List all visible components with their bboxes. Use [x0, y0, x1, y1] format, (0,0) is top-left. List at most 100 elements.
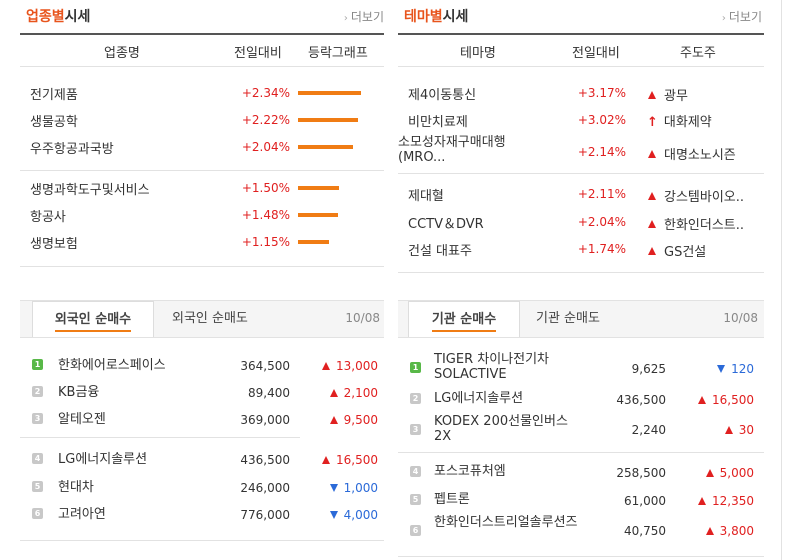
stock-price: 2,240	[631, 423, 666, 437]
table-row[interactable]: 1 TIGER 차이나전기차 SOLACTIVE 9,625 120	[398, 352, 764, 384]
stock-name[interactable]: 한화에어로스페이스	[58, 358, 166, 373]
triangle-down-icon	[329, 484, 338, 492]
theme-row[interactable]: 제대혈 +2.11% 강스템바이오..	[398, 181, 764, 207]
sector-bottom-line	[20, 266, 384, 267]
sector-change: +1.50%	[241, 181, 290, 195]
stock-name[interactable]: KB금융	[58, 385, 100, 400]
stock-price: 436,500	[240, 453, 290, 467]
table-row[interactable]: 3 KODEX 200선물인버스2X 2,240 30	[398, 413, 764, 445]
table-row[interactable]: 4 포스코퓨처엠 258,500 5,000	[398, 462, 764, 482]
theme-row[interactable]: 비만치료제 +3.02% ↑ 대화제약	[398, 107, 764, 133]
theme-header-lead: 주도주	[680, 46, 716, 61]
theme-name[interactable]: 건설 대표주	[408, 244, 472, 259]
stock-name[interactable]: 한화인더스트리얼솔루션즈	[434, 515, 578, 530]
theme-row[interactable]: 소모성자재구매대행(MRO... +2.14% 대명소노시즌	[398, 134, 764, 172]
stock-name[interactable]: 펩트론	[434, 492, 470, 507]
sector-header-bottom-line	[20, 66, 384, 67]
table-row[interactable]: 2 LG에너지솔루션 436,500 16,500	[398, 390, 764, 410]
rank-badge: 4	[410, 466, 421, 477]
stock-price: 89,400	[248, 386, 290, 400]
table-row[interactable]: 5 현대차 246,000 1,000	[20, 478, 384, 498]
triangle-up-icon	[322, 362, 330, 370]
theme-row[interactable]: 건설 대표주 +1.74% GS건설	[398, 236, 764, 262]
rank-badge: 2	[410, 393, 421, 404]
table-row[interactable]: 6 고려아연 776,000 4,000	[20, 505, 384, 525]
sector-row[interactable]: 우주항공과국방 +2.04%	[20, 134, 384, 160]
table-row[interactable]: 1 한화에어로스페이스 364,500 13,000	[20, 356, 384, 376]
theme-change: +3.02%	[577, 113, 626, 127]
sector-header-name: 업종명	[104, 46, 140, 61]
theme-header-top-line	[398, 33, 764, 35]
sector-title[interactable]: 업종별시세	[26, 9, 91, 25]
sector-name[interactable]: 생명보험	[30, 237, 78, 252]
theme-change: +2.14%	[577, 145, 626, 159]
stock-name[interactable]: 현대차	[58, 480, 94, 495]
theme-lead-stock[interactable]: ↑ 대화제약	[647, 115, 712, 130]
theme-lead-stock[interactable]: 한화인더스트..	[648, 214, 744, 233]
stock-name[interactable]: LG에너지솔루션	[434, 391, 524, 406]
sector-row[interactable]: 전기제품 +2.34%	[20, 80, 384, 106]
sector-name[interactable]: 전기제품	[30, 88, 78, 103]
theme-header-change: 전일대비	[572, 46, 620, 61]
theme-lead-stock[interactable]: 광무	[648, 85, 688, 104]
table-row[interactable]: 6 한화인더스트리얼솔루션즈 40,750 3,800	[398, 514, 764, 546]
sector-name[interactable]: 생명과학도구및서비스	[30, 183, 150, 198]
table-row[interactable]: 5 펩트론 61,000 12,350	[398, 490, 764, 510]
sector-row[interactable]: 생명과학도구및서비스 +1.50%	[20, 175, 384, 201]
tab-foreign-sell[interactable]: 외국인 순매도	[172, 311, 248, 326]
stock-change: 16,500	[684, 393, 754, 407]
theme-row[interactable]: CCTV＆DVR +2.04% 한화인더스트..	[398, 209, 764, 235]
stock-change: 120	[694, 362, 754, 376]
stock-price: 776,000	[240, 508, 290, 522]
tab-institution-buy[interactable]: 기관 순매수	[408, 301, 520, 338]
theme-bottom-line	[398, 272, 764, 273]
theme-header-name: 테마명	[460, 46, 496, 61]
sector-name[interactable]: 항공사	[30, 210, 66, 225]
stock-name[interactable]: 포스코퓨처엠	[434, 464, 506, 479]
sector-header-top-line	[20, 33, 384, 35]
theme-more-link[interactable]: › 더보기	[721, 10, 762, 24]
stock-name[interactable]: 알테오젠	[58, 412, 106, 427]
stock-price: 258,500	[616, 466, 666, 480]
chevron-right-icon: ›	[721, 13, 726, 24]
tab-institution-sell[interactable]: 기관 순매도	[536, 311, 600, 326]
theme-name[interactable]: CCTV＆DVR	[408, 217, 484, 232]
triangle-up-icon	[705, 469, 714, 477]
theme-lead-stock[interactable]: GS건설	[648, 241, 706, 260]
sector-header-change: 전일대비	[234, 46, 282, 61]
theme-name[interactable]: 소모성자재구매대행(MRO...	[398, 135, 506, 165]
theme-title[interactable]: 테마별시세	[404, 9, 469, 25]
theme-row[interactable]: 제4이동통신 +3.17% 광무	[398, 80, 764, 106]
table-row[interactable]: 4 LG에너지솔루션 436,500 16,500	[20, 450, 384, 470]
triangle-up-icon	[698, 497, 706, 505]
theme-lead-stock[interactable]: 대명소노시즌	[648, 144, 736, 163]
stock-name[interactable]: KODEX 200선물인버스2X	[434, 414, 568, 444]
sector-header-graph: 등락그래프	[308, 46, 368, 61]
triangle-up-icon	[698, 396, 706, 404]
theme-lead-stock[interactable]: 강스템바이오..	[648, 186, 744, 205]
triangle-down-icon	[717, 365, 726, 373]
rank-badge: 1	[410, 362, 421, 373]
sector-name[interactable]: 생물공학	[30, 115, 78, 130]
stock-name[interactable]: TIGER 차이나전기차 SOLACTIVE	[434, 352, 549, 382]
theme-name[interactable]: 제대혈	[408, 189, 444, 204]
sector-name[interactable]: 우주항공과국방	[30, 142, 114, 157]
rank-badge: 6	[410, 525, 421, 536]
foreign-date: 10/08	[345, 311, 380, 325]
triangle-up-icon	[648, 192, 656, 200]
sector-row[interactable]: 생물공학 +2.22%	[20, 107, 384, 133]
table-row[interactable]: 2 KB금융 89,400 2,100	[20, 383, 384, 403]
sector-row[interactable]: 항공사 +1.48%	[20, 202, 384, 228]
tab-foreign-buy[interactable]: 외국인 순매수	[32, 301, 154, 338]
sector-more-link[interactable]: › 더보기	[343, 10, 384, 24]
theme-name[interactable]: 제4이동통신	[408, 88, 477, 103]
stock-change: 4,000	[310, 508, 378, 522]
table-row[interactable]: 3 알테오젠 369,000 9,500	[20, 410, 384, 430]
theme-name[interactable]: 비만치료제	[408, 115, 468, 130]
theme-change: +1.74%	[577, 242, 626, 256]
stock-name[interactable]: 고려아연	[58, 507, 106, 522]
foreign-bottom-line	[20, 540, 384, 541]
stock-price: 9,625	[631, 362, 666, 376]
sector-row[interactable]: 생명보험 +1.15%	[20, 229, 384, 255]
stock-name[interactable]: LG에너지솔루션	[58, 452, 148, 467]
